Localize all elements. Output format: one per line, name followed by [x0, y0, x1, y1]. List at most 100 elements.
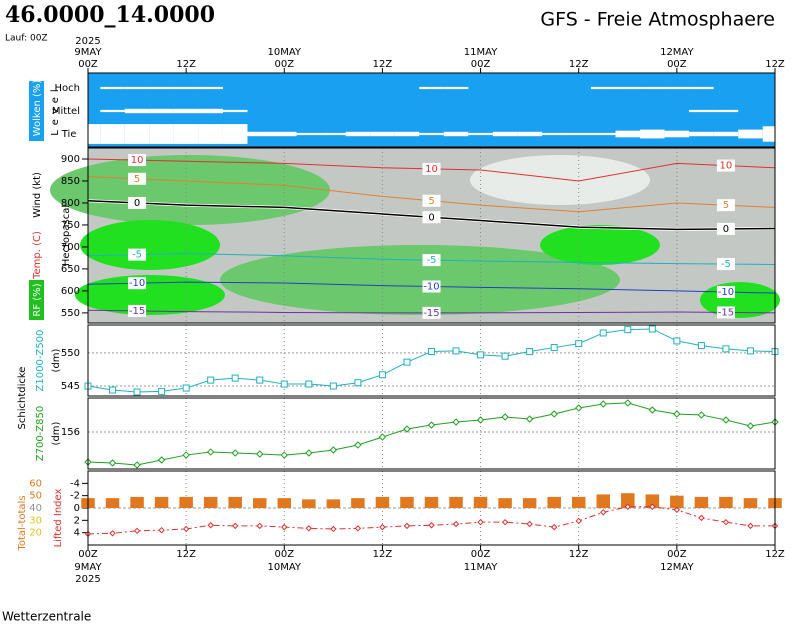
y-tick-label: 4	[74, 528, 80, 539]
marker	[256, 522, 263, 530]
x-tick-label-bottom: 12Z	[176, 549, 196, 560]
marker	[256, 376, 264, 384]
isotherm-label: 10	[131, 155, 144, 166]
marker	[648, 406, 657, 414]
bar	[743, 498, 758, 508]
y-tick-label: 0	[74, 503, 80, 514]
marker	[158, 387, 166, 395]
isotherm-label-bg	[128, 196, 147, 209]
isotherm-label: -15	[423, 308, 439, 319]
isotherm-label-bg	[422, 162, 441, 175]
marker	[575, 340, 583, 348]
cloud-cover	[222, 124, 248, 144]
y-tick-label: 650	[61, 264, 80, 275]
x-tick-label-top: 00Z	[78, 59, 98, 70]
bar	[571, 496, 586, 508]
cloud-cover	[517, 131, 542, 137]
cloud-cover	[468, 132, 493, 136]
marker	[501, 413, 509, 421]
marker	[329, 382, 337, 390]
isotherm-label: -10	[129, 278, 145, 289]
unit-label: (dm)	[51, 348, 62, 372]
marker	[281, 523, 288, 531]
cloud-cover	[394, 131, 420, 137]
cloud-cover	[198, 124, 223, 144]
bar	[498, 498, 512, 508]
run: Lauf: 00Z	[5, 34, 48, 44]
bar	[105, 498, 120, 508]
isotherm-label-bg	[716, 199, 735, 212]
cloud-cover	[149, 108, 174, 114]
bar	[449, 496, 463, 508]
marker	[746, 422, 755, 430]
cloud-cover	[370, 131, 395, 137]
bar	[154, 496, 169, 508]
cloud-cover	[321, 132, 346, 136]
marker	[354, 525, 362, 532]
cloud-cover	[566, 132, 591, 136]
marker	[182, 384, 190, 392]
date-label-top: 9MAY	[74, 47, 102, 58]
isotherm-label: -10	[423, 282, 439, 293]
marker	[501, 518, 509, 526]
bar	[522, 498, 537, 508]
marker	[698, 514, 705, 522]
isotherm-label-bg	[422, 306, 441, 319]
x-tick-label-bottom: 12Z	[765, 549, 785, 560]
isotherm-label-bg	[716, 286, 735, 299]
marker	[379, 523, 386, 531]
marker	[108, 459, 117, 467]
bar	[375, 496, 390, 508]
marker	[525, 415, 534, 423]
date-label-bottom: 12MAY	[660, 562, 694, 573]
marker	[624, 503, 631, 510]
bar	[203, 496, 218, 508]
level-label: Hoch	[55, 83, 80, 94]
marker	[452, 418, 460, 426]
cloud-cover	[124, 124, 150, 144]
marker	[232, 522, 239, 530]
marker	[280, 380, 288, 388]
isotherm-label: -5	[721, 259, 731, 270]
isotherm-label-bg	[128, 277, 147, 290]
marker	[526, 520, 533, 528]
panel-frame	[87, 397, 776, 470]
marker	[722, 416, 730, 424]
marker	[477, 518, 484, 526]
marker	[133, 388, 141, 396]
marker	[354, 379, 362, 387]
x-tick-label-top: 12Z	[765, 59, 785, 70]
marker	[747, 522, 754, 530]
marker	[599, 400, 607, 408]
marker	[648, 325, 656, 333]
cloud-cover	[713, 131, 739, 137]
cloud-cover	[222, 109, 248, 113]
isotherm-label-bg	[128, 248, 147, 261]
marker	[746, 347, 754, 355]
isotherm-label: 0	[428, 212, 434, 223]
isotherm-label: 5	[428, 196, 434, 207]
marker	[182, 451, 190, 459]
subtitle: GFS - Freie Atmosphaere	[540, 9, 775, 31]
x-tick-label-bottom: 00Z	[667, 549, 687, 560]
cloud-cover	[492, 131, 518, 137]
marker	[673, 506, 681, 514]
marker	[697, 411, 706, 419]
bar	[253, 498, 267, 508]
cloud-cover	[198, 108, 223, 114]
isotherm-label: 5	[723, 200, 729, 211]
marker	[550, 410, 558, 418]
marker	[378, 433, 387, 441]
marker	[206, 448, 215, 456]
marker	[280, 451, 288, 459]
cloud-cover	[443, 86, 469, 90]
marker	[133, 527, 141, 535]
marker	[231, 374, 239, 382]
date-label-top: 12MAY	[660, 47, 694, 58]
cloud-cover	[296, 132, 322, 136]
marker	[477, 351, 485, 359]
isotherm-label-bg	[716, 258, 735, 271]
marker	[649, 503, 656, 510]
cloud-cover	[419, 86, 444, 90]
